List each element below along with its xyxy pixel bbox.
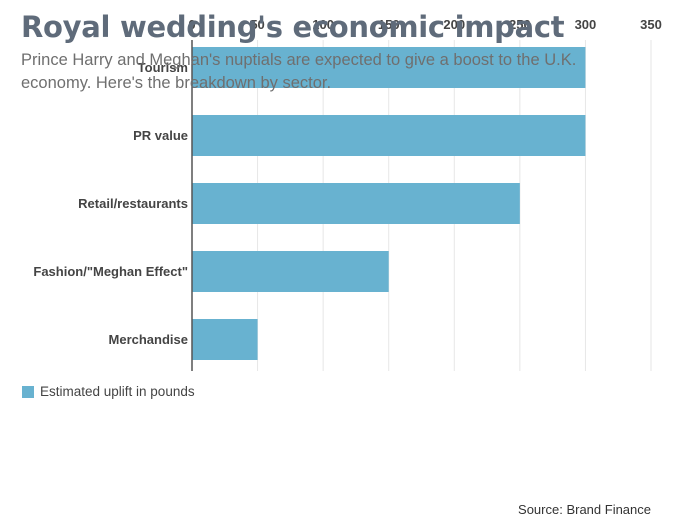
x-tick-label: 200: [443, 17, 465, 32]
category-label: Merchandise: [109, 332, 188, 347]
chart-subtitle: Prince Harry and Meghan's nuptials are e…: [21, 51, 577, 92]
chart-header: Royal wedding's economic impact Prince H…: [21, 10, 661, 95]
x-tick-label: 50: [250, 17, 264, 32]
category-labels: Tourism PR value Retail/restaurants Fashion…: [33, 60, 188, 347]
x-tick-label: 250: [509, 17, 531, 32]
x-tick-label: 100: [312, 17, 334, 32]
bar: [192, 183, 520, 224]
x-tick-label: 300: [575, 17, 597, 32]
legend-swatch: [22, 385, 34, 398]
bar: [192, 251, 389, 292]
legend-label: Estimated uplift in pounds: [40, 384, 195, 399]
x-tick-label: 0: [188, 17, 195, 32]
bar: [192, 47, 586, 88]
chart-title: Royal wedding's economic impact: [21, 10, 565, 44]
category-label: Tourism: [138, 60, 188, 75]
bar: [192, 115, 586, 156]
legend: Estimated uplift in pounds: [22, 384, 195, 399]
category-label: PR value: [133, 128, 188, 143]
x-tick-labels: 0 50 100 150 200 250 300 350: [188, 17, 661, 32]
x-tick-label: 350: [640, 17, 662, 32]
bar: [192, 319, 258, 360]
category-label: Fashion/"Meghan Effect": [33, 264, 188, 279]
bars: [192, 47, 586, 360]
source-note: Source: Brand Finance: [518, 502, 651, 517]
x-tick-label: 150: [378, 17, 400, 32]
category-label: Retail/restaurants: [78, 196, 188, 211]
